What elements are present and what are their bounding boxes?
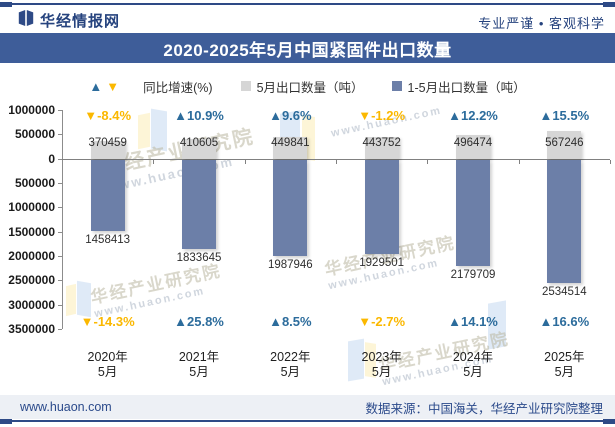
value-label-jan-may: 1833645	[176, 251, 222, 264]
bar-may-export	[364, 137, 399, 159]
y-tick-mark	[58, 231, 62, 233]
legend-blue-square-icon	[391, 81, 402, 91]
pct-label-jan-may: ▲8.5%	[269, 314, 312, 329]
bar-jan-may-export	[364, 159, 399, 254]
y-tick-mark	[58, 280, 62, 282]
footer-site-url: www.huaon.com	[20, 400, 112, 414]
bar-may-export	[182, 138, 216, 159]
y-axis-line	[62, 110, 63, 329]
y-tick-mark	[58, 158, 62, 160]
x-tick-label: 2025年 5月	[544, 350, 585, 379]
pct-label-jan-may: ▲16.6%	[539, 314, 590, 329]
legend-item-may: 5月出口数量（吨）	[240, 77, 364, 96]
top-rule	[0, 3, 615, 5]
pct-label-may: ▲9.6%	[269, 108, 312, 123]
bar-may-export	[90, 140, 125, 159]
y-tick-label: 500000	[14, 176, 55, 190]
y-tick-mark	[58, 207, 62, 209]
legend-label-may: 5月出口数量（吨）	[256, 80, 364, 95]
bar-may-export	[456, 134, 490, 159]
title-bar: 2020-2025年5月中国紧固件出口数量	[0, 33, 615, 63]
y-tick-mark	[58, 304, 62, 306]
pct-label-may: ▼-8.4%	[84, 108, 132, 123]
top-rule-right-cap	[603, 1, 615, 7]
pct-label-jan-may: ▲14.1%	[448, 314, 498, 329]
bar-may-export	[273, 136, 308, 159]
pct-label-jan-may: ▲25.8%	[174, 314, 224, 329]
y-tick-label: 2500000	[8, 273, 55, 288]
legend-label-growth: 同比增速(%)	[143, 80, 213, 95]
y-tick-mark	[58, 256, 62, 257]
x-tick-label: 2021年 5月	[178, 350, 220, 379]
header: 华经情报网 专业严谨 • 客观科学	[0, 6, 615, 32]
value-label-jan-may: 1458413	[85, 233, 131, 246]
legend: ▲ ▼ 同比增速(%) 5月出口数量（吨） 1-5月出口数量（吨）	[0, 76, 615, 96]
bar-jan-may-export	[547, 159, 582, 283]
zero-axis-line	[62, 158, 610, 160]
y-tick-label: 3500000	[8, 322, 55, 336]
pct-label-jan-may: ▼-2.7%	[358, 314, 406, 329]
bottom-rule-left-cap	[0, 418, 12, 424]
y-tick-label: 2000000	[8, 249, 55, 263]
header-tagline: 专业严谨 • 客观科学	[478, 16, 605, 31]
x-tick-label: 2024年 5月	[452, 350, 494, 379]
value-label-may: 443752	[362, 137, 401, 149]
pct-label-jan-may: ▼-14.3%	[80, 314, 135, 329]
footer: www.huaon.com 数据来源：中国海关，华经产业研究院整理	[0, 395, 615, 419]
footer-data-source: 数据来源：中国海关，华经产业研究院整理	[365, 401, 603, 416]
legend-down-triangle-icon: ▼	[106, 78, 120, 94]
x-axis-tick-mark	[610, 159, 611, 164]
y-tick-label: 3000000	[8, 297, 55, 312]
x-axis-tick-mark	[244, 159, 246, 164]
value-label-jan-may: 1929501	[359, 256, 405, 269]
pct-label-may: ▲15.5%	[539, 108, 590, 123]
value-label-may: 410605	[179, 137, 219, 149]
legend-item-growth: ▲ ▼ 同比增速(%)	[89, 77, 212, 96]
x-tick-label: 2023年 5月	[361, 350, 402, 379]
value-label-may: 567246	[545, 137, 584, 149]
value-label-jan-may: 2179709	[450, 268, 496, 281]
x-tick-label: 2022年 5月	[270, 350, 311, 379]
x-axis-tick-mark	[336, 159, 337, 164]
bottom-rule	[0, 420, 615, 422]
x-axis-tick-mark	[153, 159, 155, 164]
value-label-may: 449841	[271, 137, 310, 149]
x-axis-tick-mark	[518, 159, 520, 164]
watermark-text: 华经产业研究院 www.huaon.com	[89, 261, 224, 321]
value-label-jan-may: 2534514	[541, 286, 587, 298]
legend-gray-square-icon	[240, 81, 251, 91]
y-tick-label: 500000	[14, 127, 55, 142]
value-label-may: 496474	[453, 137, 493, 149]
value-label-may: 370459	[88, 137, 127, 149]
y-tick-label: 1500000	[8, 224, 55, 239]
y-tick-mark	[58, 134, 62, 136]
pct-label-may: ▼-1.2%	[358, 108, 406, 123]
x-axis-tick-mark	[427, 159, 429, 164]
y-tick-mark	[58, 110, 62, 111]
legend-up-triangle-icon: ▲	[89, 78, 103, 94]
bar-jan-may-export	[273, 159, 308, 257]
pct-label-may: ▲10.9%	[174, 108, 224, 123]
bar-jan-may-export	[182, 159, 216, 249]
bar-jan-may-export	[456, 159, 490, 266]
y-tick-label: 0	[48, 151, 55, 166]
y-tick-mark	[58, 329, 62, 330]
top-rule-left-cap	[0, 1, 12, 7]
x-tick-label: 2020年 5月	[87, 350, 128, 379]
y-tick-mark	[58, 183, 62, 184]
y-tick-label: 1000000	[8, 200, 55, 215]
legend-item-jan-may: 1-5月出口数量（吨）	[391, 77, 526, 96]
bar-may-export	[547, 131, 582, 159]
bottom-rule-right-cap	[603, 418, 615, 424]
brand-name: 华经情报网	[40, 13, 121, 30]
pct-label-may: ▲12.2%	[448, 108, 498, 123]
brand: 华经情报网	[18, 10, 120, 31]
chart-title: 2020-2025年5月中国紧固件出口数量	[163, 40, 452, 60]
legend-label-jan-may: 1-5月出口数量（吨）	[407, 80, 526, 95]
y-tick-label: 1000000	[8, 103, 55, 117]
bar-jan-may-export	[90, 159, 125, 231]
brand-logo-icon	[18, 10, 34, 31]
value-label-jan-may: 1987946	[267, 259, 313, 272]
